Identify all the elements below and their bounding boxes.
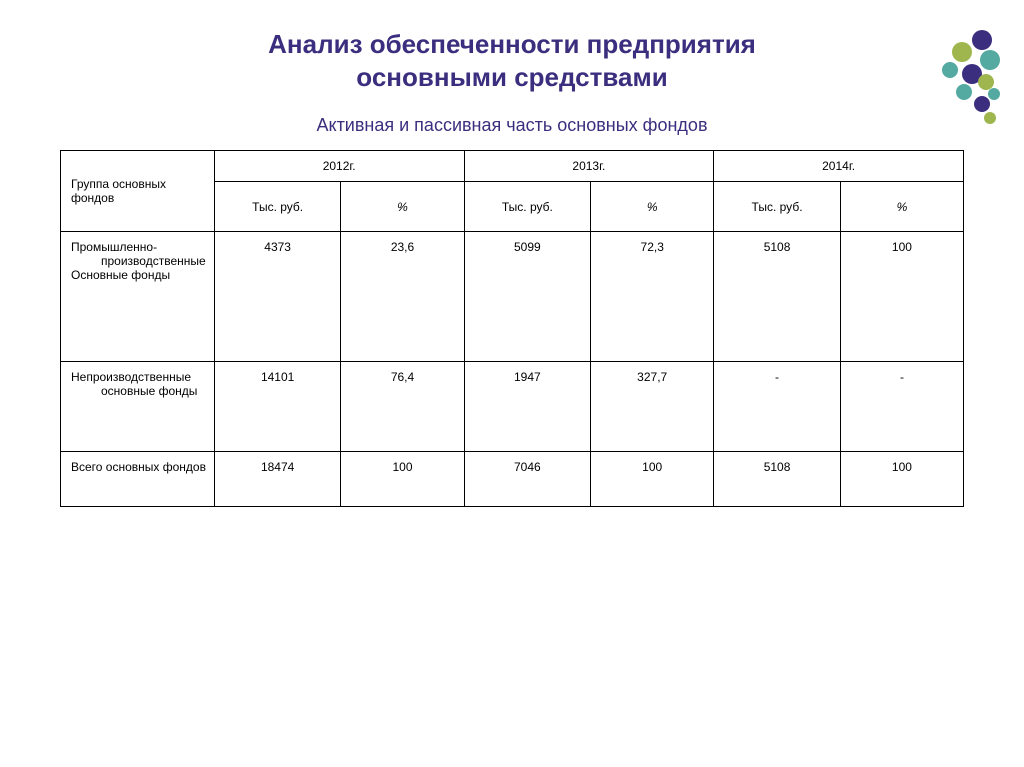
corner-decoration xyxy=(884,20,1004,140)
year-header-2013: 2013г. xyxy=(464,151,714,182)
title-line-2: основными средствами xyxy=(356,62,667,92)
cell-value: - xyxy=(714,362,841,452)
cell-value: 5099 xyxy=(464,232,591,362)
cell-value: 23,6 xyxy=(341,232,464,362)
slide-title: Анализ обеспеченности предприятия основн… xyxy=(0,0,1024,93)
data-table: Группа основных фондов 2012г. 2013г. 201… xyxy=(60,150,964,507)
subheader-percent: % xyxy=(341,182,464,232)
table-row: Непроизводственные основные фонды 14101 … xyxy=(61,362,964,452)
cell-value: 5108 xyxy=(714,452,841,507)
year-header-2014: 2014г. xyxy=(714,151,964,182)
subheader-amount: Тыс. руб. xyxy=(714,182,841,232)
cell-value: 4373 xyxy=(214,232,341,362)
cell-value: 327,7 xyxy=(591,362,714,452)
row-label-line: Непроизводственные xyxy=(71,370,191,384)
row-label-line: Всего основных фондов xyxy=(71,460,206,474)
cell-value: 100 xyxy=(341,452,464,507)
subheader-amount: Тыс. руб. xyxy=(464,182,591,232)
subheader-percent: % xyxy=(591,182,714,232)
cell-value: 100 xyxy=(840,232,963,362)
row-label: Всего основных фондов xyxy=(61,452,215,507)
cell-value: 7046 xyxy=(464,452,591,507)
row-label-line: производственные xyxy=(71,254,206,268)
row-label: Промышленно- производственные Основные ф… xyxy=(61,232,215,362)
row-label: Непроизводственные основные фонды xyxy=(61,362,215,452)
year-header-2012: 2012г. xyxy=(214,151,464,182)
table-container: Группа основных фондов 2012г. 2013г. 201… xyxy=(60,150,964,507)
subheader-amount: Тыс. руб. xyxy=(214,182,341,232)
title-line-1: Анализ обеспеченности предприятия xyxy=(268,29,756,59)
table-row: Промышленно- производственные Основные ф… xyxy=(61,232,964,362)
row-label-line: Основные фонды xyxy=(71,268,170,282)
cell-value: 5108 xyxy=(714,232,841,362)
slide-subtitle: Активная и пассивная часть основных фонд… xyxy=(0,115,1024,136)
cell-value: 100 xyxy=(591,452,714,507)
cell-value: 1947 xyxy=(464,362,591,452)
table-row: Всего основных фондов 18474 100 7046 100… xyxy=(61,452,964,507)
cell-value: 14101 xyxy=(214,362,341,452)
cell-value: - xyxy=(840,362,963,452)
row-header-label: Группа основных фондов xyxy=(61,151,215,232)
cell-value: 72,3 xyxy=(591,232,714,362)
table-header-row-years: Группа основных фондов 2012г. 2013г. 201… xyxy=(61,151,964,182)
row-label-line: Промышленно- xyxy=(71,240,157,254)
subheader-percent: % xyxy=(840,182,963,232)
cell-value: 100 xyxy=(840,452,963,507)
cell-value: 76,4 xyxy=(341,362,464,452)
cell-value: 18474 xyxy=(214,452,341,507)
row-label-line: основные фонды xyxy=(71,384,197,398)
